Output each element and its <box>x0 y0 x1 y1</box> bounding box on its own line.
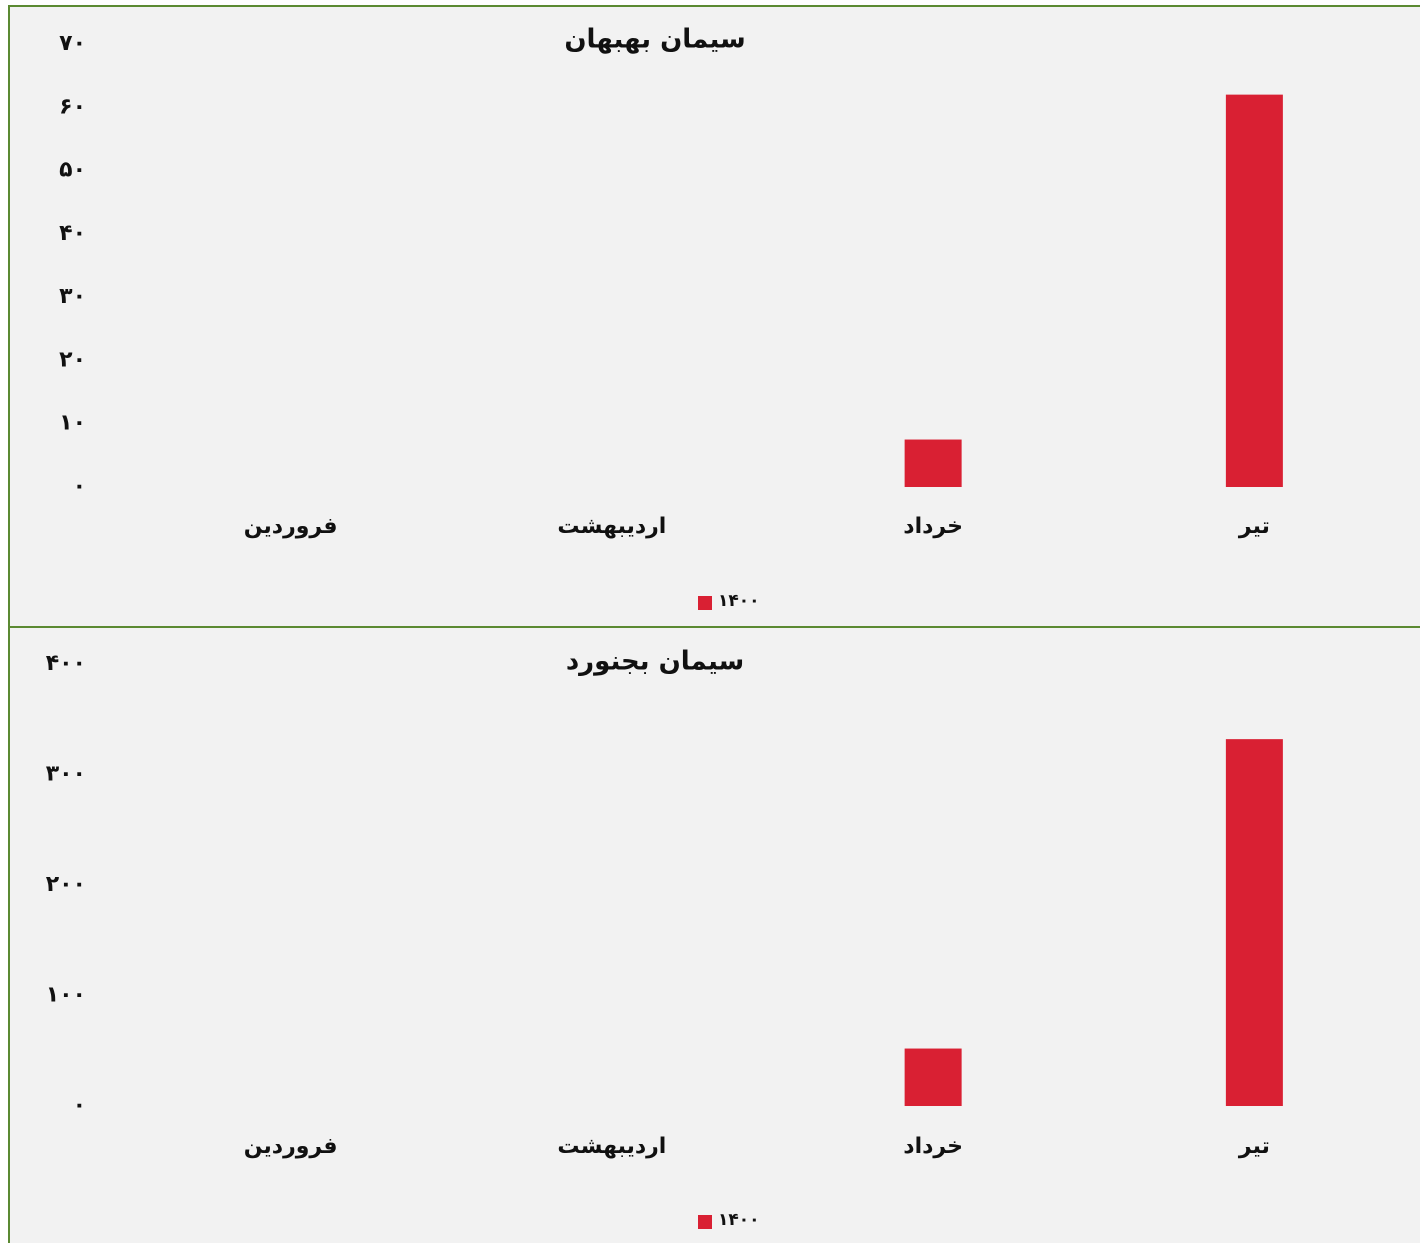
x-tick-label: تیر <box>1238 514 1270 539</box>
legend-swatch <box>698 596 712 610</box>
y-tick-label: ۱۰ <box>59 411 86 436</box>
x-tick-label: خرداد <box>903 514 963 539</box>
x-tick-label: اردیبهشت <box>557 1134 666 1159</box>
bar <box>904 439 962 487</box>
y-tick-label: ۴۰ <box>59 221 86 246</box>
x-tick-label: اردیبهشت <box>557 514 666 539</box>
bar <box>1225 739 1283 1106</box>
chart-title: سیمان بجنورد <box>566 647 744 677</box>
y-tick-label: ۰ <box>73 1093 86 1118</box>
y-tick-label: ۷۰ <box>59 31 86 56</box>
y-tick-label: ۲۰۰ <box>46 872 86 897</box>
y-tick-label: ۵۰ <box>59 158 86 183</box>
chart-title: سیمان بهبهان <box>564 25 745 55</box>
x-tick-label: فروردین <box>244 514 338 539</box>
bar <box>904 1048 962 1106</box>
x-tick-label: خرداد <box>903 1134 963 1159</box>
y-tick-label: ۳۰۰ <box>46 762 86 787</box>
y-tick-label: ۰ <box>73 474 86 499</box>
chart-panel <box>8 626 1420 1243</box>
legend-label: ۱۴۰۰ <box>718 1210 760 1230</box>
y-tick-label: ۶۰ <box>59 94 86 119</box>
y-tick-label: ۴۰۰ <box>46 651 86 676</box>
y-tick-label: ۱۰۰ <box>46 983 86 1008</box>
x-tick-label: فروردین <box>244 1134 338 1159</box>
bar <box>1225 94 1283 487</box>
chart-panel <box>8 5 1420 628</box>
x-tick-label: تیر <box>1238 1134 1270 1159</box>
y-tick-label: ۲۰ <box>59 347 86 372</box>
legend-swatch <box>698 1215 712 1229</box>
legend-label: ۱۴۰۰ <box>718 591 760 611</box>
y-tick-label: ۳۰ <box>59 284 86 309</box>
